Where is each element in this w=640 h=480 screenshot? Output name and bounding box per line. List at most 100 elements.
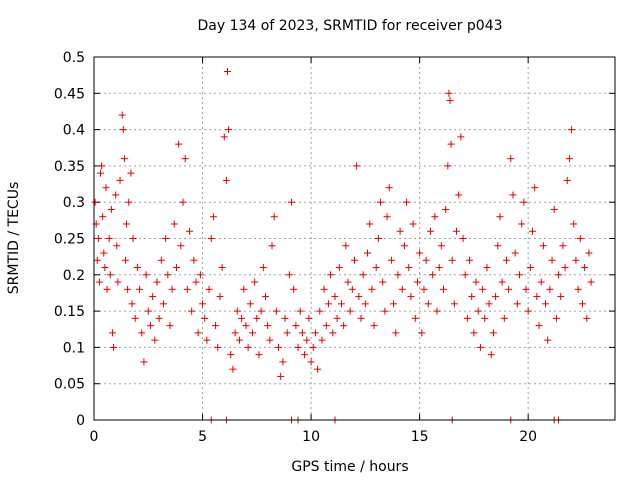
data-point: [259, 264, 267, 272]
data-point: [149, 293, 157, 301]
data-point: [322, 322, 330, 330]
data-point: [498, 278, 506, 286]
data-point: [364, 249, 372, 257]
data-point: [435, 264, 443, 272]
data-point: [168, 285, 176, 293]
data-point: [548, 256, 556, 264]
data-point: [179, 198, 187, 206]
data-point: [281, 314, 289, 322]
data-point: [157, 256, 165, 264]
data-point: [283, 329, 291, 337]
data-point: [526, 264, 534, 272]
y-axis-ticks: 0 0.05 0.1 0.15 0.2 0.25 0.3 0.35 0.4 0.45 0.5: [54, 50, 615, 429]
data-point: [181, 155, 189, 163]
data-point: [481, 314, 489, 322]
data-point: [151, 336, 159, 344]
data-point: [91, 198, 99, 206]
data-point: [279, 358, 287, 366]
data-point: [120, 155, 128, 163]
data-point: [307, 358, 315, 366]
x-tick-label: 10: [302, 429, 320, 445]
data-point: [546, 285, 554, 293]
data-point: [346, 307, 354, 315]
data-point: [572, 256, 580, 264]
data-point: [153, 278, 161, 286]
data-point: [127, 169, 135, 177]
data-point: [114, 278, 122, 286]
data-point: [192, 278, 200, 286]
data-point: [450, 300, 458, 308]
data-point: [418, 329, 426, 337]
data-point: [212, 322, 220, 330]
data-point: [394, 271, 402, 279]
data-point: [485, 300, 493, 308]
data-point: [381, 307, 389, 315]
data-point: [513, 300, 521, 308]
data-point: [329, 329, 337, 337]
data-point: [359, 271, 367, 279]
data-point: [94, 235, 102, 242]
data-point: [93, 256, 101, 264]
data-point: [268, 242, 276, 250]
data-point: [429, 271, 437, 279]
data-point: [459, 235, 467, 242]
data-point: [190, 256, 198, 264]
data-point: [102, 184, 110, 192]
data-point: [576, 235, 584, 242]
data-point: [316, 307, 324, 315]
data-point: [457, 133, 465, 141]
data-point: [515, 271, 523, 279]
data-point: [112, 191, 120, 199]
data-point: [377, 198, 385, 206]
data-point: [342, 242, 350, 250]
data-point: [353, 162, 361, 170]
data-point: [570, 220, 578, 228]
data-point: [422, 256, 430, 264]
data-point: [118, 111, 126, 119]
data-point: [186, 227, 194, 235]
data-point: [474, 307, 482, 315]
data-point: [196, 271, 204, 279]
data-point: [400, 242, 408, 250]
x-tick-label: 5: [198, 429, 207, 445]
data-point: [483, 264, 491, 272]
data-point: [505, 285, 513, 293]
data-point: [144, 307, 152, 315]
data-point: [128, 300, 136, 308]
data-point: [133, 264, 141, 272]
data-point: [411, 314, 419, 322]
data-point: [585, 249, 593, 257]
data-point: [138, 329, 146, 337]
data-point: [172, 264, 180, 272]
data-point: [557, 293, 565, 301]
data-point: [500, 314, 508, 322]
data-point: [108, 329, 116, 337]
data-point: [214, 343, 222, 351]
data-point: [257, 307, 265, 315]
data-point: [129, 235, 137, 242]
data-point: [309, 343, 317, 351]
data-point: [537, 278, 545, 286]
data-point: [101, 264, 109, 272]
data-point: [251, 278, 259, 286]
data-point: [496, 213, 504, 221]
data-point: [227, 351, 235, 359]
data-point: [255, 351, 263, 359]
data-point: [539, 242, 547, 250]
data-point: [205, 285, 213, 293]
data-point: [248, 329, 256, 337]
data-point: [470, 329, 478, 337]
data-point: [164, 271, 172, 279]
data-point: [224, 68, 232, 76]
data-point: [331, 293, 339, 301]
data-point: [555, 271, 563, 279]
data-point: [298, 329, 306, 337]
data-point: [242, 322, 250, 330]
data-point: [218, 264, 226, 272]
data-point: [288, 198, 296, 206]
y-tick-label: 0: [76, 413, 85, 429]
data-point: [116, 176, 124, 184]
data-point: [320, 285, 328, 293]
chart-title: Day 134 of 2023, SRMTID for receiver p04…: [197, 18, 502, 34]
